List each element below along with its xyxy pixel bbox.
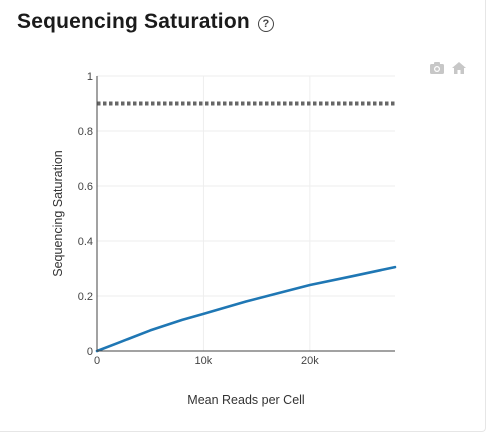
home-icon[interactable] [451,61,467,75]
y-tick-label: 0.2 [78,291,93,303]
y-axis-title: Sequencing Saturation [51,150,65,277]
plot-modebar [429,61,467,75]
y-tick-label: 0 [87,346,93,358]
camera-icon[interactable] [429,61,445,75]
x-tick-labels: 0 10k 20k [94,355,319,367]
question-circle-icon[interactable]: ? [257,16,274,32]
series-line [95,265,397,353]
y-tick-label: 1 [87,71,93,83]
x-tick-label: 10k [195,355,213,367]
series-layer [95,265,397,353]
y-tick-labels: 0 0.2 0.4 0.6 0.8 1 [78,71,93,358]
axes [96,76,395,352]
chart-title: Sequencing Saturation [17,10,250,33]
y-tick-label: 0.8 [78,126,93,138]
y-tick-label: 0.6 [78,181,93,193]
gridlines [97,75,395,351]
x-axis-title: Mean Reads per Cell [187,393,304,407]
x-tick-label: 0 [94,355,100,367]
chart-header: Sequencing Saturation ? [17,10,274,34]
y-tick-label: 0.4 [78,236,93,248]
x-tick-label: 20k [301,355,319,367]
